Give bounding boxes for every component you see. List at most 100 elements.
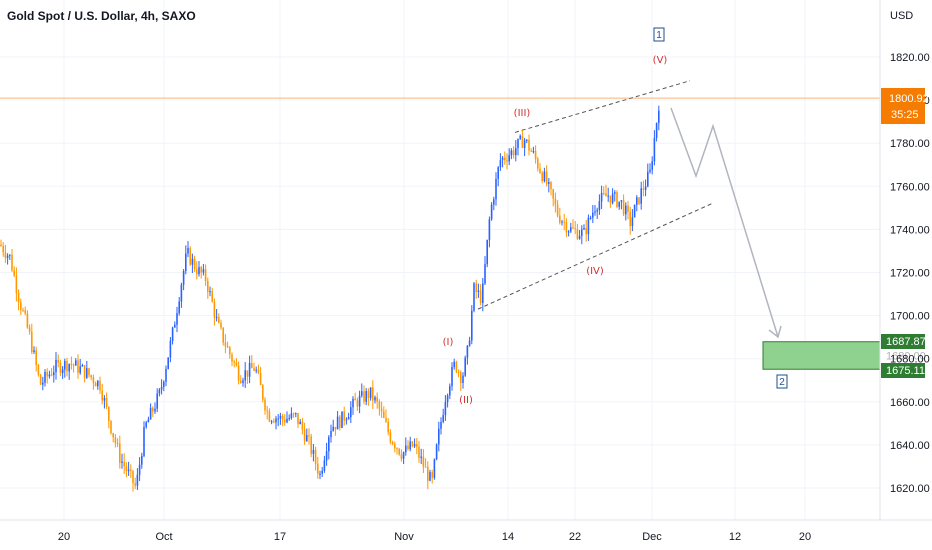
candle-body [319,473,321,475]
candle-body [550,182,552,190]
candle-body [380,408,383,412]
candle-body [259,372,262,386]
candle-body [66,360,68,372]
candle-body [270,421,273,423]
candle-body [42,382,44,385]
candle-body [189,248,191,265]
candle-body [629,211,631,227]
candle-body [405,445,407,453]
candle-body [499,160,502,168]
candle-body [583,227,585,230]
candle-body [341,411,343,428]
candle-body [600,192,603,202]
candle-body [592,212,594,218]
candle-body [28,327,31,332]
wave-box-label: 1 [656,30,662,41]
x-tick-label: Oct [155,531,172,543]
candle-body [312,449,315,454]
candle-body [431,472,433,478]
bar-countdown: 35:25 [891,109,919,121]
time-axis[interactable]: 20 Oct 17 Nov 14 22 Dec 12 20 [58,531,811,543]
candle-body [323,460,326,471]
x-tick-label: 20 [58,531,70,543]
candle-body [587,217,590,235]
candle-body [581,229,583,237]
candle-body [141,455,143,465]
candle-body [200,267,202,273]
candle-body [484,264,486,284]
chart-title: Gold Spot / U.S. Dollar, 4h, SAXO [7,9,196,23]
candle-body [226,346,229,348]
candle-body [552,189,554,199]
candle-body [253,368,255,371]
candle-body [631,217,634,227]
candle-body [165,368,167,382]
target-zone: 1680.00 [762,341,926,370]
candle-body [268,411,271,422]
candle-body [473,283,475,311]
candle-body [114,437,117,443]
candle-body [389,432,392,443]
candle-body [521,135,524,148]
candle-body [350,407,352,418]
candle-body [596,209,598,212]
candle-body [334,426,337,430]
candle-body [510,150,513,156]
candle-body [400,454,403,459]
candle-body [376,397,378,402]
candle-body [572,227,574,229]
candle-body [53,372,55,376]
candle-body [512,150,515,156]
candle-body [633,204,636,218]
y-tick-label: 1700.00 [890,311,930,323]
channel-lower-line [477,203,713,310]
candle-body [46,371,48,377]
x-tick-label: 22 [569,531,581,543]
candle-body [501,157,504,161]
candle-body [653,137,656,162]
y-tick-label: 1760.00 [890,181,930,193]
candle-body [292,413,295,415]
candle-body [471,310,473,341]
candle-body [488,219,491,240]
candle-body [519,135,521,139]
candle-body [6,255,9,258]
candle-body [418,446,420,458]
wave-box [776,374,788,389]
candle-body [548,182,550,184]
candle-body [9,254,11,256]
candle-body [528,139,530,151]
candle-body [295,413,297,415]
candle-body [438,428,440,445]
candle-body [116,442,119,444]
wave-label: (V) [653,55,668,66]
candle-body [497,167,499,179]
candle-body [303,429,306,442]
candle-body [416,444,418,447]
candle-body [358,395,361,407]
candle-body [321,470,323,474]
candle-body [477,290,480,292]
candle-body [352,398,354,408]
candle-body [160,386,163,390]
candle-body [127,469,130,472]
candle-body [44,371,46,383]
candle-body [343,411,345,421]
candle-body [495,178,497,200]
candle-body [244,370,246,381]
wave-box [653,27,665,42]
candle-body [75,360,77,366]
candle-body [464,357,466,376]
candle-body [218,317,220,323]
candle-body [211,291,213,302]
candle-body [526,139,528,141]
candle-body [594,211,596,213]
x-tick-label: 20 [799,531,811,543]
candle-body [396,448,398,450]
candle-body [299,421,301,425]
x-tick-label: Dec [642,531,662,543]
candle-body [242,380,244,383]
candle-body [317,463,319,474]
